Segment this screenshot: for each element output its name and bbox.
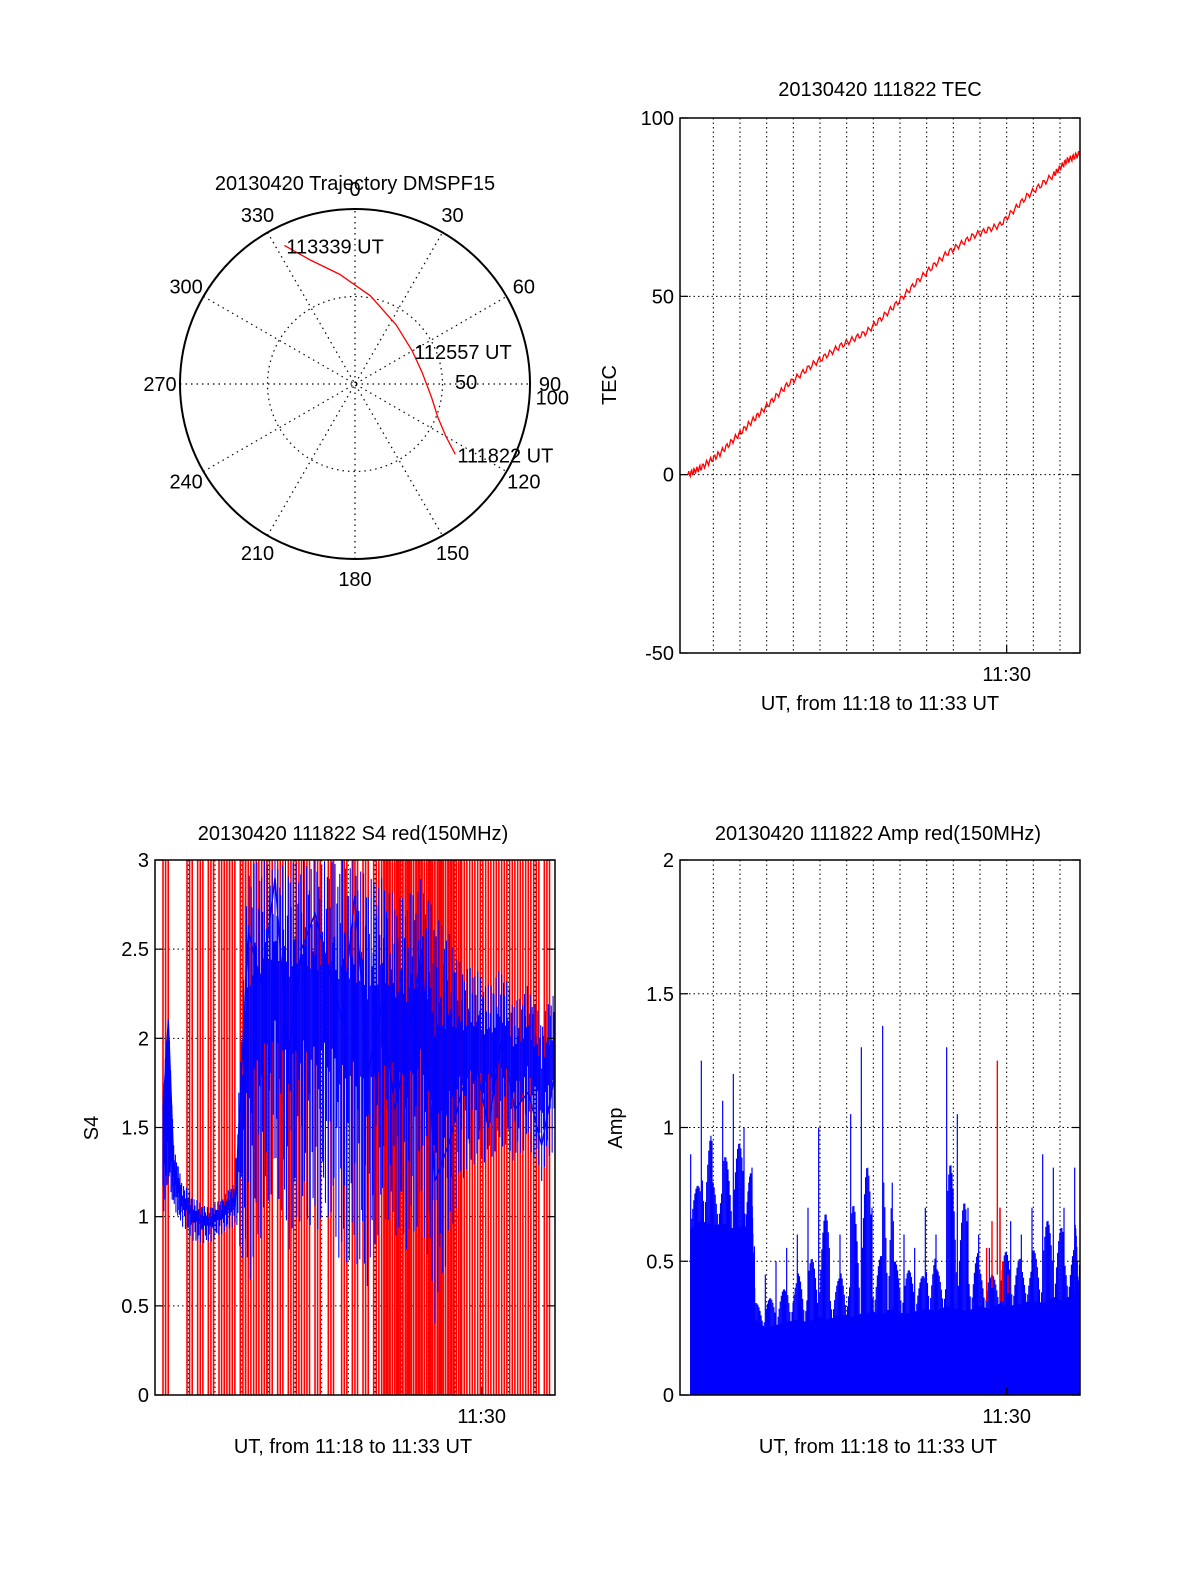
amp-ytick-label: 1 [663,1118,674,1140]
polar-annotation: 112557 UT [414,342,511,364]
polar-radial-label: 100 [536,387,569,409]
polar-angle-label: 180 [338,569,371,591]
polar-angle-label: 120 [507,472,540,494]
polar-angle-label: 210 [241,543,274,565]
s4-chart-xlabel: UT, from 11:18 to 11:33 UT [234,1436,472,1458]
polar-angle-label: 0 [349,179,360,201]
tec-series-line [687,151,1081,479]
polar-inner-circle [266,295,444,473]
polar-trajectory-line [284,244,456,455]
polar-radial-labels: 50 100 [455,372,569,409]
polar-radial-label: 50 [455,372,477,394]
s4-ytick-label: 2.5 [121,939,149,961]
s4-ytick-label: 1 [138,1207,149,1229]
amp-ytick-label: 0.5 [646,1251,674,1273]
polar-spoke [203,295,507,473]
polar-angle-label: 330 [241,205,274,227]
polar-angle-label: 270 [143,374,176,396]
polar-trajectory-series [284,244,456,455]
tec-plot-area [680,118,1081,653]
tec-frame [679,117,1081,654]
polar-angle-label: 90 [539,374,561,396]
polar-angle-labels: 0 30 60 90 120 150 180 210 240 270 300 330 [143,179,561,591]
amp-chart-title: 20130420 111822 Amp red(150MHz) [715,823,1041,845]
amp-plot-area [680,860,1081,1396]
amp-ytick-label: 2 [663,850,674,872]
tec-ytick-label: -50 [645,643,674,665]
s4-xtick-label: 11:30 [457,1406,506,1428]
s4-chart-ylabel: S4 [81,1116,103,1140]
polar-angle-label: 60 [513,277,535,299]
polar-trajectory-chart: 20130420 Trajectory DMSPF15 0 30 60 90 120 15… [143,173,569,591]
polar-spoke [203,295,507,473]
tec-ytick-label: 0 [663,465,674,487]
polar-angle-label: 240 [169,472,202,494]
polar-angle-label: 150 [436,543,469,565]
polar-chart-title: 20130420 Trajectory DMSPF15 [215,173,495,195]
polar-angle-label: 300 [169,277,202,299]
s4-plot-area [155,860,556,1395]
tec-chart: 20130420 111822 TEC UT, from 11:18 to 11… [599,79,1081,715]
s4-ytick-label: 3 [138,850,149,872]
tec-xtick-label: 11:30 [982,664,1031,686]
amp-xtick-label: 11:30 [982,1406,1031,1428]
polar-grid [179,208,531,560]
polar-spoke [266,232,444,536]
s4-chart-title: 20130420 111822 S4 red(150MHz) [198,823,509,845]
tec-ytick-label: 100 [641,108,674,130]
tec-chart-title: 20130420 111822 TEC [778,79,982,101]
s4-ytick-label: 0 [138,1385,149,1407]
amp-chart-xlabel: UT, from 11:18 to 11:33 UT [759,1436,997,1458]
polar-annotation: 113339 UT [286,236,383,258]
tec-ytick-label: 50 [652,286,674,308]
s4-chart: 20130420 111822 S4 red(150MHz) UT, from … [81,823,556,1458]
s4-ytick-label: 0.5 [121,1296,149,1318]
s4-ytick-label: 2 [138,1028,149,1050]
amp-ytick-label: 1.5 [646,984,674,1006]
amp-ytick-label: 0 [663,1385,674,1407]
polar-annotations: 113339 UT 112557 UT 111822 UT [286,236,553,467]
polar-angle-label: 30 [441,205,463,227]
s4-blue-line [162,877,556,1227]
polar-annotation: 111822 UT [457,445,553,467]
tec-chart-ylabel: TEC [599,365,621,405]
amp-chart-ylabel: Amp [605,1107,627,1148]
amp-chart: 20130420 111822 Amp red(150MHz) UT, from… [605,823,1081,1458]
tec-chart-xlabel: UT, from 11:18 to 11:33 UT [761,693,999,715]
polar-spoke [266,232,444,536]
s4-ytick-label: 1.5 [121,1118,149,1140]
